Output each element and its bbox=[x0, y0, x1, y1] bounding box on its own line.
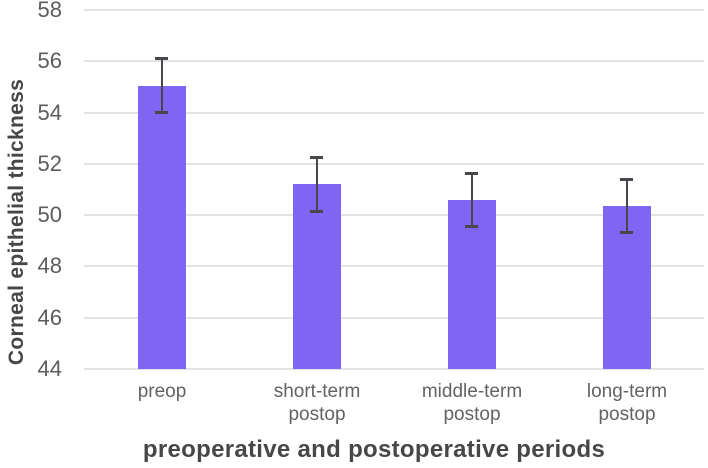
x-tick-label-preop: preop bbox=[137, 381, 187, 402]
y-tick-label-50: 50 bbox=[37, 202, 62, 228]
y-tick-label-56: 56 bbox=[37, 48, 62, 74]
error-bar-top-cap-long-term-postop bbox=[620, 177, 633, 181]
gridline-y-58 bbox=[84, 9, 704, 11]
error-bar-preop bbox=[160, 57, 163, 114]
error-bar-long-term-postop bbox=[625, 177, 628, 235]
error-bar-top-cap-middle-term-postop bbox=[465, 171, 478, 175]
gridline-y-50 bbox=[84, 214, 704, 217]
error-bar-top-cap-preop bbox=[155, 57, 168, 61]
gridline-y-46 bbox=[84, 316, 704, 319]
x-tick-label-middle-term-postop: middle-term postop bbox=[421, 381, 523, 425]
error-bar-middle-term-postop bbox=[470, 171, 473, 228]
error-bar-bottom-cap-middle-term-postop bbox=[465, 224, 478, 228]
gridline-y-52 bbox=[84, 162, 704, 165]
error-bar-bottom-cap-preop bbox=[155, 110, 168, 114]
y-tick-label-44: 44 bbox=[37, 356, 62, 381]
y-tick-label-46: 46 bbox=[37, 304, 62, 330]
bar-preop bbox=[137, 85, 186, 369]
gridline-y-54 bbox=[84, 111, 704, 114]
y-tick-label-54: 54 bbox=[37, 99, 62, 125]
bar-middle-term-postop bbox=[447, 199, 496, 369]
y-tick-label-58: 58 bbox=[37, 0, 62, 22]
gridline-y-56 bbox=[84, 60, 704, 63]
error-bar-short-term-postop bbox=[315, 156, 318, 213]
error-bar-bottom-cap-long-term-postop bbox=[620, 231, 633, 235]
error-bar-bottom-cap-short-term-postop bbox=[310, 209, 323, 213]
gridline-y-48 bbox=[84, 265, 704, 268]
y-tick-label-52: 52 bbox=[37, 150, 62, 176]
x-tick-label-short-term-postop: short-term postop bbox=[273, 381, 361, 425]
gridline-y-44 bbox=[84, 368, 704, 370]
x-axis-title: preoperative and postoperative periods bbox=[142, 436, 606, 463]
bar-short-term-postop bbox=[292, 184, 341, 369]
error-bar-top-cap-short-term-postop bbox=[310, 156, 323, 160]
x-tick-label-long-term-postop: long-term postop bbox=[586, 381, 668, 425]
plot-area bbox=[84, 9, 704, 370]
y-tick-label-48: 48 bbox=[37, 253, 62, 279]
